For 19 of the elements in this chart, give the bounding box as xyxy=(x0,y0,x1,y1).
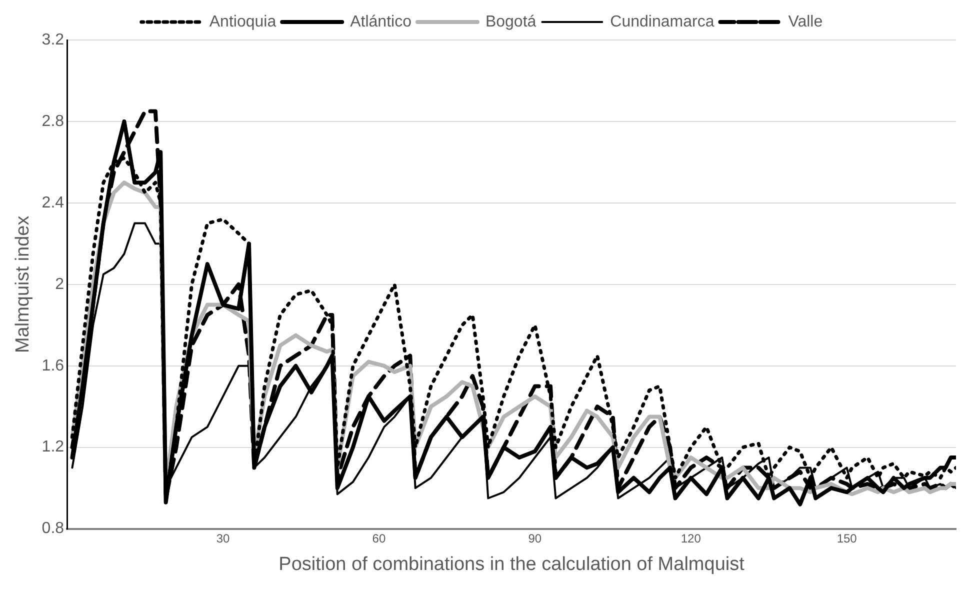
y-tick-label: 2 xyxy=(55,276,64,293)
legend-label: Valle xyxy=(788,13,823,30)
x-tick-label: 150 xyxy=(836,531,858,546)
x-axis-title: Position of combinations in the calculation of Malmquist xyxy=(278,554,746,575)
y-tick-label: 1.6 xyxy=(42,357,64,374)
legend-label: Atlántico xyxy=(350,13,412,30)
y-tick-label: 1.2 xyxy=(42,438,64,456)
legend-label: Antioquia xyxy=(209,13,276,30)
y-tick-label: 0.8 xyxy=(42,520,64,538)
y-axis-title: Malmquist index xyxy=(12,215,34,354)
x-tick-label: 90 xyxy=(528,531,542,546)
y-tick-label: 3.2 xyxy=(42,31,64,48)
x-tick-label: 60 xyxy=(372,531,386,546)
x-tick-label: 120 xyxy=(680,531,702,546)
y-tick-label: 2.8 xyxy=(42,112,64,130)
legend-label: Cundinamarca xyxy=(610,13,714,30)
legend-label: Bogotá xyxy=(485,13,536,30)
y-tick-label: 2.4 xyxy=(42,194,64,212)
x-tick-label: 30 xyxy=(216,531,230,546)
